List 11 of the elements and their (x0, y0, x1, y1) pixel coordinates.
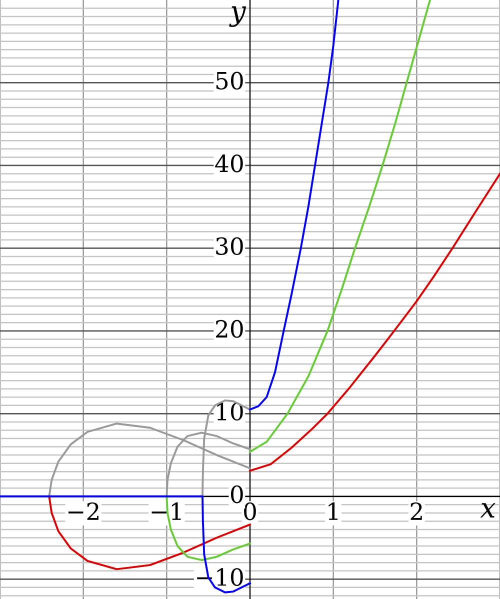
y-tick-label: 50 (216, 72, 243, 90)
y-tick-label: 40 (215, 154, 243, 172)
x-tick-label: −2 (68, 502, 98, 520)
y-axis-title: y (229, 6, 246, 27)
x-tick-label: 1 (328, 502, 338, 520)
x-tick-label: 0 (244, 502, 256, 520)
y-tick-label: 0 (230, 485, 243, 504)
x-tick-label: 2 (410, 502, 422, 520)
y-tick-label: 20 (216, 320, 243, 338)
x-axis-title: x (480, 503, 496, 518)
y-tick-label: 30 (216, 237, 243, 256)
